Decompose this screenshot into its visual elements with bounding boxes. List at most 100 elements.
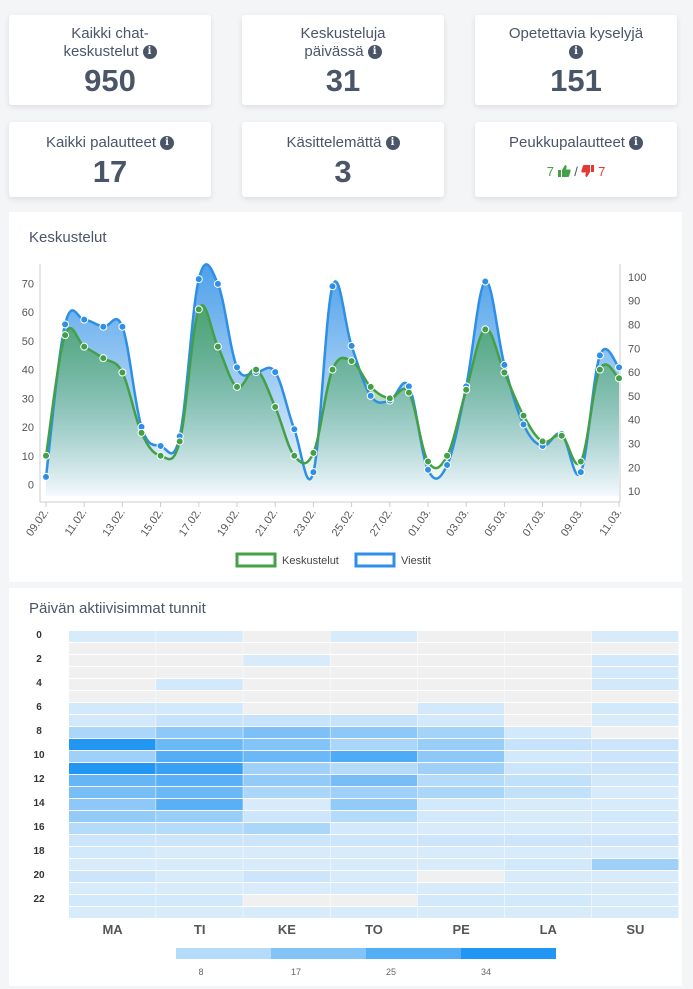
heatmap-cell[interactable]	[504, 655, 592, 666]
heatmap-cell[interactable]	[330, 775, 418, 786]
heatmap-cell[interactable]	[504, 679, 592, 690]
data-point-viestit[interactable]	[80, 315, 89, 324]
heatmap-cell[interactable]	[156, 667, 243, 678]
heatmap-cell[interactable]	[69, 811, 156, 822]
heatmap-cell[interactable]	[417, 883, 505, 894]
heatmap-cell[interactable]	[156, 751, 243, 762]
heatmap-cell[interactable]	[156, 799, 243, 810]
heatmap-cell[interactable]	[69, 763, 156, 774]
info-icon[interactable]: i	[160, 136, 175, 151]
heatmap-cell[interactable]	[504, 715, 592, 726]
heatmap-cell[interactable]	[69, 859, 156, 870]
heatmap-cell[interactable]	[156, 895, 243, 906]
heatmap-cell[interactable]	[69, 655, 156, 666]
heatmap-cell[interactable]	[504, 871, 592, 882]
heatmap-cell[interactable]	[330, 643, 418, 654]
heatmap-cell[interactable]	[330, 787, 418, 798]
heatmap-cell[interactable]	[591, 883, 679, 894]
heatmap-cell[interactable]	[69, 883, 156, 894]
heatmap-cell[interactable]	[504, 895, 592, 906]
data-point-viestit[interactable]	[99, 322, 108, 331]
heatmap-cell[interactable]	[591, 775, 679, 786]
heatmap-cell[interactable]	[243, 739, 330, 750]
heatmap-cell[interactable]	[591, 787, 679, 798]
heatmap-cell[interactable]	[243, 871, 330, 882]
heatmap-cell[interactable]	[330, 835, 418, 846]
heatmap-cell[interactable]	[69, 727, 156, 738]
data-point-keskustelut[interactable]	[424, 457, 432, 466]
heatmap-cell[interactable]	[417, 691, 505, 702]
heatmap-cell[interactable]	[156, 907, 243, 918]
heatmap-cell[interactable]	[69, 715, 156, 726]
heatmap-cell[interactable]	[504, 739, 592, 750]
data-point-keskustelut[interactable]	[271, 402, 280, 411]
heatmap-cell[interactable]	[243, 823, 330, 834]
legend-label-viestit[interactable]: Viestit	[401, 555, 431, 567]
info-icon[interactable]: i	[628, 136, 643, 151]
heatmap-cell[interactable]	[330, 679, 418, 690]
data-point-keskustelut[interactable]	[538, 437, 547, 446]
data-point-keskustelut[interactable]	[328, 365, 337, 374]
heatmap-cell[interactable]	[330, 631, 418, 642]
heatmap-cell[interactable]	[156, 835, 243, 846]
heatmap-cell[interactable]	[591, 655, 679, 666]
heatmap-cell[interactable]	[156, 727, 243, 738]
data-point-viestit[interactable]	[347, 341, 356, 350]
heatmap-cell[interactable]	[243, 775, 330, 786]
heatmap-cell[interactable]	[69, 667, 156, 678]
heatmap-cell[interactable]	[243, 859, 330, 870]
data-point-keskustelut[interactable]	[347, 357, 356, 366]
heatmap-cell[interactable]	[69, 631, 156, 642]
heatmap-cell[interactable]	[591, 835, 679, 846]
heatmap-cell[interactable]	[243, 655, 330, 666]
heatmap-cell[interactable]	[591, 715, 679, 726]
data-point-viestit[interactable]	[42, 472, 50, 481]
heatmap-cell[interactable]	[69, 691, 156, 702]
heatmap-cell[interactable]	[243, 883, 330, 894]
heatmap-cell[interactable]	[417, 775, 505, 786]
heatmap-cell[interactable]	[69, 907, 156, 918]
heatmap-cell[interactable]	[591, 823, 679, 834]
heatmap-cell[interactable]	[243, 715, 330, 726]
data-point-viestit[interactable]	[481, 277, 490, 286]
heatmap-cell[interactable]	[330, 847, 418, 858]
heatmap-cell[interactable]	[417, 823, 505, 834]
heatmap-cell[interactable]	[591, 679, 679, 690]
heatmap-cell[interactable]	[504, 907, 592, 918]
heatmap-cell[interactable]	[330, 715, 418, 726]
data-point-keskustelut[interactable]	[213, 342, 222, 351]
data-point-keskustelut[interactable]	[385, 394, 394, 403]
data-point-keskustelut[interactable]	[137, 428, 146, 437]
heatmap-cell[interactable]	[69, 799, 156, 810]
heatmap-cell[interactable]	[330, 667, 418, 678]
heatmap-cell[interactable]	[69, 895, 156, 906]
heatmap-cell[interactable]	[417, 727, 505, 738]
heatmap-cell[interactable]	[243, 727, 330, 738]
heatmap-cell[interactable]	[330, 883, 418, 894]
heatmap-cell[interactable]	[156, 883, 243, 894]
heatmap-cell[interactable]	[591, 895, 679, 906]
heatmap-cell[interactable]	[243, 751, 330, 762]
data-point-viestit[interactable]	[309, 468, 318, 477]
data-point-viestit[interactable]	[615, 363, 623, 372]
heatmap-cell[interactable]	[69, 703, 156, 714]
heatmap-cell[interactable]	[591, 811, 679, 822]
heatmap-cell[interactable]	[243, 811, 330, 822]
data-point-keskustelut[interactable]	[557, 431, 566, 440]
info-icon[interactable]: i	[142, 45, 157, 60]
heatmap-cell[interactable]	[591, 859, 679, 870]
heatmap-cell[interactable]	[504, 667, 592, 678]
heatmap-cell[interactable]	[504, 883, 592, 894]
heatmap-cell[interactable]	[243, 895, 330, 906]
heatmap-cell[interactable]	[156, 811, 243, 822]
data-point-viestit[interactable]	[194, 275, 203, 284]
data-point-keskustelut[interactable]	[500, 368, 509, 377]
heatmap-cell[interactable]	[69, 751, 156, 762]
heatmap-cell[interactable]	[591, 763, 679, 774]
data-point-keskustelut[interactable]	[481, 325, 490, 334]
heatmap-cell[interactable]	[417, 859, 505, 870]
data-point-viestit[interactable]	[233, 363, 241, 372]
data-point-viestit[interactable]	[61, 320, 70, 329]
heatmap-cell[interactable]	[330, 895, 418, 906]
heatmap-cell[interactable]	[591, 703, 679, 714]
